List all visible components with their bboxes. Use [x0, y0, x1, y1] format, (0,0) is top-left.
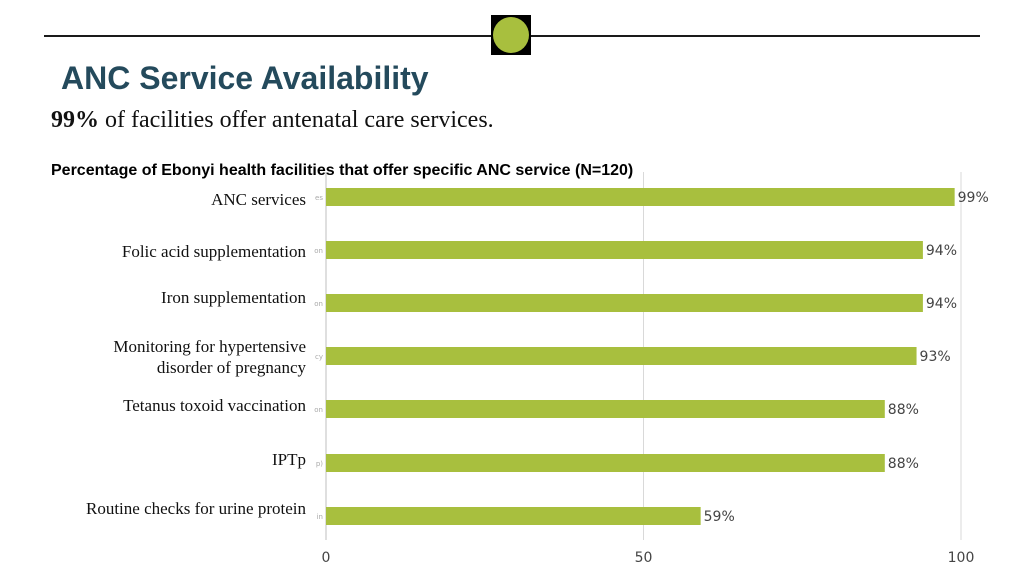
category-label: Folic acid supplementation: [121, 242, 306, 261]
header-badge: [491, 15, 531, 55]
data-label: 93%: [920, 349, 951, 365]
axis-stub-label: es: [315, 194, 323, 202]
data-label: 94%: [926, 243, 957, 259]
axis-stub-label: cy: [315, 353, 323, 361]
category-label: Monitoring for hypertensive disorder of …: [113, 337, 306, 377]
x-tick-label: 100: [948, 550, 975, 566]
axis-stub-label: on: [314, 247, 323, 255]
bar: [326, 400, 885, 418]
chart-title: Percentage of Ebonyi health facilities t…: [51, 162, 634, 179]
page-title: ANC Service Availability: [61, 60, 429, 96]
category-label: IPTp: [272, 450, 306, 469]
bar: [326, 347, 917, 365]
data-label: 99%: [958, 190, 989, 206]
summary-statement: 99% of facilities offer antenatal care s…: [51, 105, 494, 135]
bar: [326, 454, 885, 472]
category-label: Routine checks for urine protein: [86, 499, 306, 518]
x-tick-label: 0: [322, 550, 331, 566]
x-tick-label: 50: [635, 550, 653, 566]
data-label: 94%: [926, 296, 957, 312]
category-label: Iron supplementation: [161, 288, 306, 307]
bar: [326, 294, 923, 312]
bar: [326, 507, 701, 525]
bar: [326, 188, 955, 206]
data-label: 88%: [888, 402, 919, 418]
summary-highlight: 99%: [51, 107, 99, 133]
axis-stub-label: in: [317, 513, 323, 521]
category-label: ANC services: [211, 190, 306, 209]
axis-stub-label: on: [314, 406, 323, 414]
data-label: 59%: [704, 509, 735, 525]
data-label: 88%: [888, 456, 919, 472]
category-label: Tetanus toxoid vaccination: [123, 396, 306, 415]
bar: [326, 241, 923, 259]
summary-text: of facilities offer antenatal care servi…: [99, 107, 494, 133]
header-badge-dot: [493, 17, 529, 53]
axis-stub-label: on: [314, 300, 323, 308]
axis-stub-label: p): [316, 460, 323, 468]
